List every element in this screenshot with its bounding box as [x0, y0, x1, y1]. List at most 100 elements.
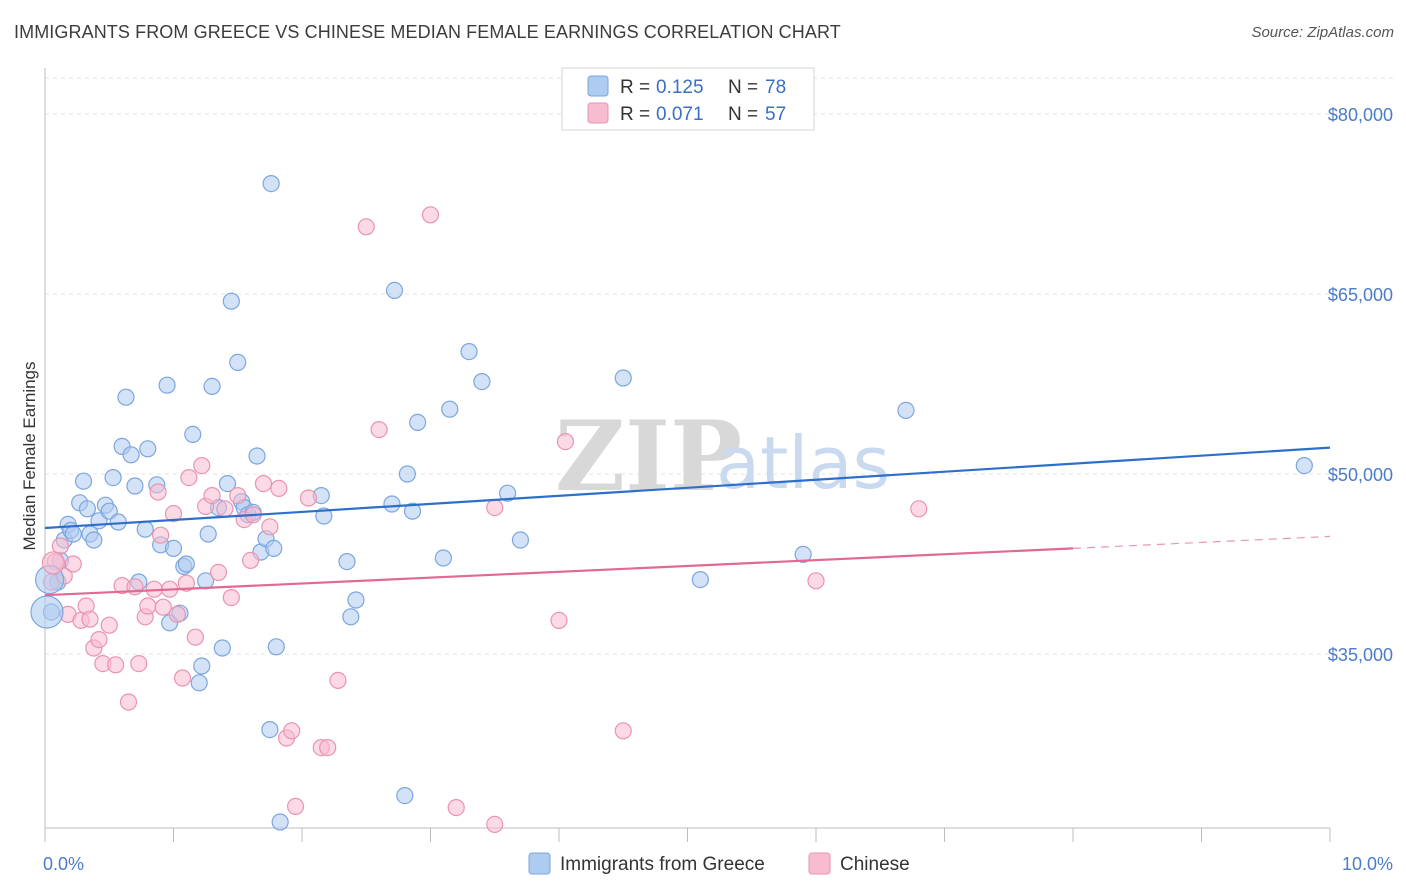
legend-swatch-greece: [588, 76, 608, 96]
data-point: [184, 425, 202, 443]
data-point: [154, 598, 172, 616]
data-point: [794, 545, 812, 564]
bottom-legend-swatch-chinese: [809, 853, 830, 874]
data-point: [511, 531, 530, 549]
bottom-legend: Immigrants from Greece Chinese: [528, 852, 910, 875]
legend-n-value-greece: 78: [765, 77, 786, 98]
data-point: [119, 693, 138, 711]
legend-n-label-chinese: N =: [728, 104, 758, 125]
data-point: [180, 469, 198, 487]
data-point: [149, 483, 167, 501]
legend-row-greece: R = 0.125 N = 78: [587, 75, 786, 98]
data-point: [218, 475, 237, 493]
y-tick-labels: $35,000 $50,000 $65,000 $80,000: [1328, 105, 1393, 665]
legend-n-value-chinese: 57: [765, 104, 786, 125]
data-point: [271, 813, 289, 831]
data-point: [117, 388, 135, 406]
data-point: [261, 720, 279, 739]
data-point: [64, 555, 82, 573]
data-point: [347, 591, 365, 609]
data-point: [383, 495, 401, 513]
data-point: [286, 797, 305, 816]
x-tick-label: 10.0%: [1342, 854, 1393, 874]
data-point: [265, 539, 283, 558]
data-point: [130, 654, 148, 673]
legend-swatch-greece-border: [587, 75, 609, 97]
data-point: [78, 500, 97, 518]
data-point: [152, 526, 170, 544]
data-point: [486, 815, 504, 834]
watermark: ZIP atlas: [555, 400, 890, 513]
data-point: [139, 597, 157, 615]
watermark-zip: ZIP: [555, 400, 742, 513]
legend-r-value-chinese: 0.071: [656, 104, 704, 125]
data-point: [486, 499, 504, 517]
legend-row-chinese: R = 0.071 N = 57: [587, 102, 786, 125]
data-point: [421, 206, 440, 224]
data-point: [64, 525, 82, 543]
data-point: [262, 175, 280, 193]
legend-swatch-chinese-border: [587, 102, 609, 124]
data-point: [199, 525, 217, 543]
data-point: [216, 500, 234, 518]
bottom-legend-swatch-greece: [529, 853, 550, 874]
data-point: [85, 531, 103, 549]
data-point: [222, 588, 240, 607]
x-tick-labels: 0.0% 10.0%: [43, 854, 1393, 874]
y-tick-label: $35,000: [1328, 645, 1393, 665]
data-point: [177, 555, 195, 573]
data-point: [229, 353, 247, 371]
data-point: [261, 518, 279, 536]
data-point: [315, 507, 333, 525]
data-point: [186, 628, 204, 646]
data-point: [222, 292, 240, 310]
legend-swatch-chinese: [588, 103, 608, 123]
data-point: [173, 669, 192, 687]
y-axis-label: Median Female Earnings: [20, 362, 39, 551]
data-point: [267, 638, 285, 656]
trend-lines: [44, 446, 1331, 597]
data-point: [229, 487, 247, 505]
data-point: [139, 440, 157, 458]
data-point: [460, 343, 478, 361]
data-point: [319, 738, 337, 757]
watermark-atlas: atlas: [716, 421, 890, 505]
data-point: [342, 608, 360, 626]
data-point: [74, 472, 93, 490]
data-points: [30, 175, 1313, 834]
data-point: [100, 616, 118, 634]
data-point: [190, 674, 208, 692]
data-point: [168, 605, 186, 624]
data-point: [807, 572, 825, 590]
data-point: [556, 433, 575, 451]
axes: [44, 68, 1331, 842]
data-point: [357, 218, 375, 236]
data-point: [897, 401, 915, 419]
x-tick-label: 0.0%: [43, 854, 84, 874]
chart-source: Source: ZipAtlas.com: [1251, 24, 1394, 41]
data-point: [550, 611, 568, 630]
trend-line-chinese: [44, 547, 1074, 597]
data-point: [385, 281, 404, 299]
data-point: [193, 457, 211, 475]
legend-r-label-greece: R =: [620, 77, 650, 98]
data-point: [396, 786, 414, 805]
bottom-legend-swatch-chinese-border: [808, 852, 831, 875]
data-point: [370, 421, 388, 439]
y-tick-label: $50,000: [1328, 465, 1393, 485]
data-point: [203, 487, 221, 505]
data-point: [164, 539, 183, 558]
data-point: [299, 489, 318, 507]
trend-line-greece: [44, 446, 1331, 530]
data-point: [338, 552, 356, 571]
data-point: [398, 465, 416, 483]
data-point: [104, 469, 122, 487]
data-point: [242, 551, 260, 570]
data-point: [254, 475, 273, 493]
data-point: [136, 520, 154, 538]
data-point: [283, 722, 301, 740]
data-point: [473, 373, 491, 391]
data-point: [403, 502, 422, 520]
trend-line-chinese-extension: [1072, 535, 1331, 549]
